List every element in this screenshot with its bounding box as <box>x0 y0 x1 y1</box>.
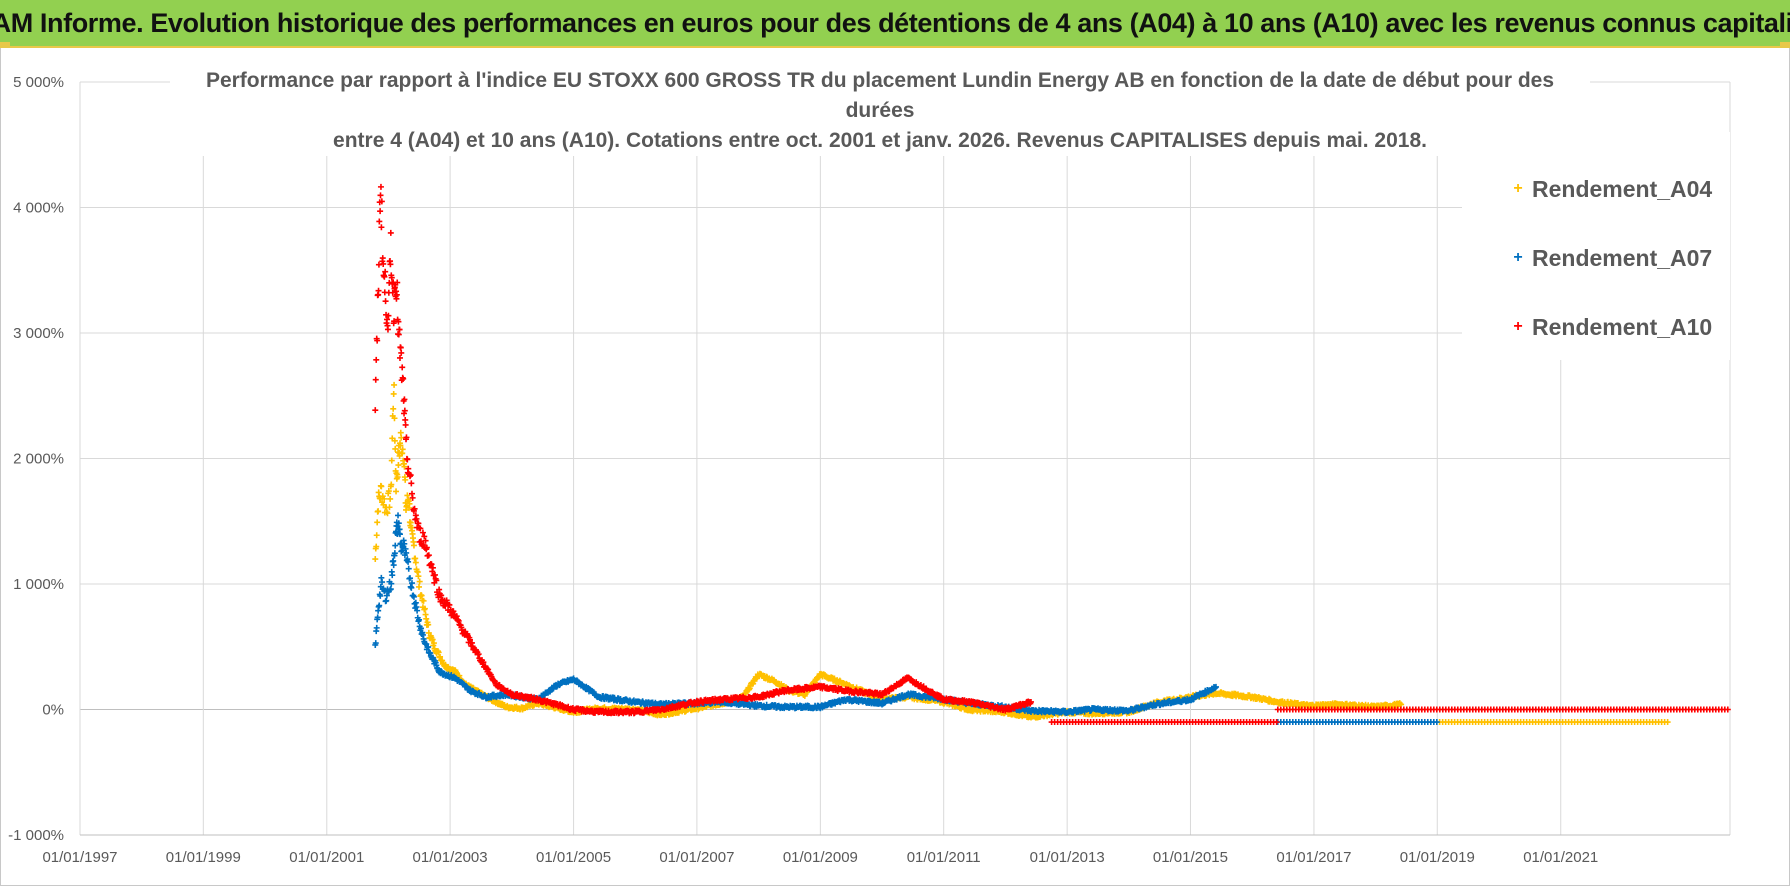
point-rendement-a07 <box>406 566 412 572</box>
x-tick-label: 01/01/2013 <box>1030 849 1105 866</box>
y-tick-label: -1 000% <box>8 827 64 844</box>
x-tick-label: 01/01/2001 <box>289 849 364 866</box>
legend-item-a10: + Rendement_A10 <box>1510 312 1712 342</box>
point-rendement-a04 <box>387 496 393 502</box>
point-rendement-a10 <box>398 350 404 356</box>
point-rendement-a04 <box>413 560 419 566</box>
legend-marker-a07: + <box>1510 249 1526 267</box>
y-tick-label: 3 000% <box>13 325 64 342</box>
point-rendement-a10 <box>380 255 386 261</box>
point-rendement-a07 <box>392 543 398 549</box>
legend-item-a07: + Rendement_A07 <box>1510 243 1712 273</box>
point-rendement-a04 <box>1665 719 1671 725</box>
chart-title-line1: Performance par rapport à l'indice EU ST… <box>170 66 1590 126</box>
point-rendement-a10 <box>378 184 384 190</box>
point-rendement-a10 <box>403 422 409 428</box>
point-rendement-a04 <box>395 462 401 468</box>
point-rendement-a04 <box>415 573 421 579</box>
y-tick-label: 2 000% <box>13 451 64 468</box>
point-rendement-a04 <box>378 483 384 489</box>
point-rendement-a04 <box>372 556 378 562</box>
point-rendement-a04 <box>374 532 380 538</box>
point-rendement-a07 <box>374 625 380 631</box>
point-rendement-a10 <box>372 407 378 413</box>
legend-label-a07: Rendement_A07 <box>1532 245 1712 272</box>
point-rendement-a04 <box>393 488 399 494</box>
point-rendement-a10 <box>388 230 394 236</box>
legend-item-a04: + Rendement_A04 <box>1510 174 1712 204</box>
x-tick-label: 01/01/1997 <box>42 849 117 866</box>
point-rendement-a04 <box>374 519 380 525</box>
point-rendement-a04 <box>416 584 422 590</box>
point-rendement-a04 <box>390 406 396 412</box>
y-tick-label: 0% <box>42 702 64 719</box>
legend-label-a10: Rendement_A10 <box>1532 314 1712 341</box>
point-rendement-a04 <box>411 542 417 548</box>
point-rendement-a07 <box>383 598 389 604</box>
point-rendement-a10 <box>385 326 391 332</box>
chart-legend: + Rendement_A04 + Rendement_A07 + Rendem… <box>1462 132 1730 360</box>
point-rendement-a10 <box>398 345 404 351</box>
chart-title-line2: entre 4 (A04) et 10 ans (A10). Cotations… <box>170 126 1590 156</box>
point-rendement-a10 <box>383 298 389 304</box>
point-rendement-a04 <box>391 382 397 388</box>
legend-label-a04: Rendement_A04 <box>1532 176 1712 203</box>
legend-marker-a04: + <box>1510 180 1526 198</box>
x-tick-label: 01/01/2005 <box>536 849 611 866</box>
x-tick-label: 01/01/2009 <box>783 849 858 866</box>
x-tick-label: 01/01/1999 <box>166 849 241 866</box>
x-tick-label: 01/01/2011 <box>907 849 981 866</box>
point-rendement-a10 <box>376 288 382 294</box>
point-rendement-a10 <box>376 218 382 224</box>
point-rendement-a04 <box>375 508 381 514</box>
y-tick-label: 5 000% <box>13 74 64 91</box>
point-rendement-a07 <box>389 572 395 578</box>
point-rendement-a10 <box>1274 719 1280 725</box>
point-rendement-a10 <box>373 377 379 383</box>
point-rendement-a07 <box>395 512 401 518</box>
point-rendement-a10 <box>399 364 405 370</box>
y-tick-label: 1 000% <box>13 576 64 593</box>
series-rendement-a07 <box>372 512 1440 725</box>
point-rendement-a10 <box>377 208 383 214</box>
x-tick-label: 01/01/2021 <box>1523 849 1598 866</box>
chart-title: Performance par rapport à l'indice EU ST… <box>170 66 1590 156</box>
point-rendement-a10 <box>408 480 414 486</box>
x-tick-label: 01/01/2019 <box>1400 849 1475 866</box>
x-tick-label: 01/01/2003 <box>413 849 488 866</box>
point-rendement-a10 <box>397 355 403 361</box>
legend-marker-a10: + <box>1510 318 1526 336</box>
point-rendement-a10 <box>373 357 379 363</box>
point-rendement-a04 <box>391 391 397 397</box>
point-rendement-a10 <box>378 224 384 230</box>
y-tick-label: 4 000% <box>13 200 64 217</box>
series-rendement-a04 <box>372 382 1670 725</box>
x-tick-label: 01/01/2015 <box>1153 849 1228 866</box>
x-tick-label: 01/01/2007 <box>659 849 734 866</box>
point-rendement-a10 <box>378 192 384 198</box>
point-rendement-a07 <box>391 562 397 568</box>
x-tick-label: 01/01/2017 <box>1276 849 1351 866</box>
